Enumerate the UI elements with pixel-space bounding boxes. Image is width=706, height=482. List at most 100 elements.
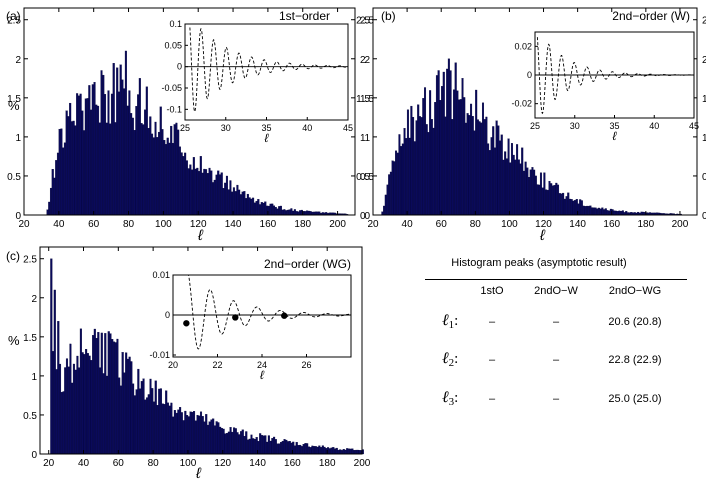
bar — [447, 58, 450, 216]
bar — [109, 333, 112, 455]
bar — [285, 439, 288, 455]
bar — [240, 431, 243, 455]
x-tick-label: 140 — [225, 219, 242, 230]
bar — [398, 134, 401, 216]
panel-title-b: 2nd−order (W) — [612, 9, 690, 23]
bar — [90, 109, 93, 216]
bar — [218, 174, 222, 216]
inset-dashed-curve — [536, 37, 695, 115]
bar — [81, 110, 84, 216]
bar — [93, 328, 96, 455]
bar — [85, 349, 88, 455]
bar — [475, 89, 478, 216]
bar — [283, 209, 286, 216]
x-tick-label: 200 — [354, 458, 371, 469]
bar — [46, 209, 49, 216]
bar — [103, 94, 107, 216]
bar — [203, 168, 206, 216]
inset-dashed-curve — [189, 27, 349, 113]
bar — [412, 116, 415, 216]
bar — [616, 211, 619, 216]
bar — [528, 177, 531, 216]
bar — [86, 353, 89, 455]
bar — [222, 188, 225, 216]
y-tick-label: 2.5 — [7, 16, 21, 27]
bar — [417, 104, 420, 216]
bar — [165, 390, 168, 455]
bar — [596, 208, 599, 216]
bar — [92, 335, 95, 455]
bar — [309, 211, 312, 216]
bar — [389, 171, 392, 216]
bar — [224, 433, 227, 455]
bar — [116, 338, 119, 455]
bar — [119, 64, 122, 216]
bar — [293, 209, 296, 216]
inset-peak-dot — [281, 312, 288, 319]
bar — [102, 373, 105, 455]
bar — [229, 180, 232, 216]
bar — [456, 90, 459, 216]
bar — [140, 381, 143, 455]
bar — [70, 121, 73, 216]
x-tick-label: 60 — [88, 219, 100, 230]
bar — [156, 137, 159, 216]
bar — [133, 395, 136, 455]
bar — [50, 258, 53, 455]
bar — [116, 67, 119, 216]
bar — [88, 85, 91, 216]
bar — [74, 125, 77, 216]
bar — [615, 210, 618, 216]
inset-dashed-curve — [186, 274, 352, 350]
bar — [488, 150, 491, 216]
x-tick-label: 20 — [367, 219, 379, 230]
bar — [526, 167, 529, 216]
bar — [126, 105, 129, 216]
bar — [320, 447, 323, 455]
y-tick-label: 2 — [31, 294, 37, 305]
bar — [126, 358, 129, 455]
bar — [185, 160, 188, 216]
bar — [83, 354, 86, 455]
bar — [196, 414, 199, 455]
bar — [238, 189, 241, 216]
y-tick-right-label: 2 — [702, 55, 706, 66]
y-tick-label: 1 — [364, 133, 370, 144]
bar — [246, 439, 250, 455]
bar — [104, 333, 107, 455]
inset-x-tick-label: 40 — [302, 123, 312, 133]
bar — [164, 144, 168, 216]
bar — [110, 93, 114, 216]
bar — [233, 427, 236, 455]
bar — [287, 441, 290, 455]
bar — [597, 207, 600, 216]
bar — [245, 198, 248, 216]
x-tick-label: 100 — [180, 458, 197, 469]
y-tick-right-label: 0.5 — [702, 172, 706, 183]
bar — [283, 439, 286, 455]
bar — [560, 193, 563, 216]
bar — [234, 191, 237, 216]
panel-a: 20 40 60 80 100 120 140 160 180 20000.511.522.500… — [6, 7, 374, 244]
bar — [395, 150, 398, 216]
bar — [253, 438, 256, 455]
bar — [293, 445, 297, 455]
bar — [297, 211, 300, 216]
bar — [189, 411, 192, 455]
bar — [198, 415, 201, 455]
bar — [591, 207, 594, 216]
bar — [154, 121, 157, 216]
bar — [229, 427, 232, 455]
bar — [124, 50, 127, 216]
bar — [236, 184, 239, 216]
axes-box-c — [39, 246, 363, 455]
bar — [246, 193, 249, 216]
bar — [485, 116, 488, 216]
bar — [226, 433, 229, 455]
bar — [91, 84, 94, 216]
bar — [473, 130, 476, 216]
inset-y-tick-label: -0.05 — [161, 83, 182, 93]
x-axis-label-b: ℓ — [539, 227, 546, 244]
bar — [151, 133, 154, 216]
